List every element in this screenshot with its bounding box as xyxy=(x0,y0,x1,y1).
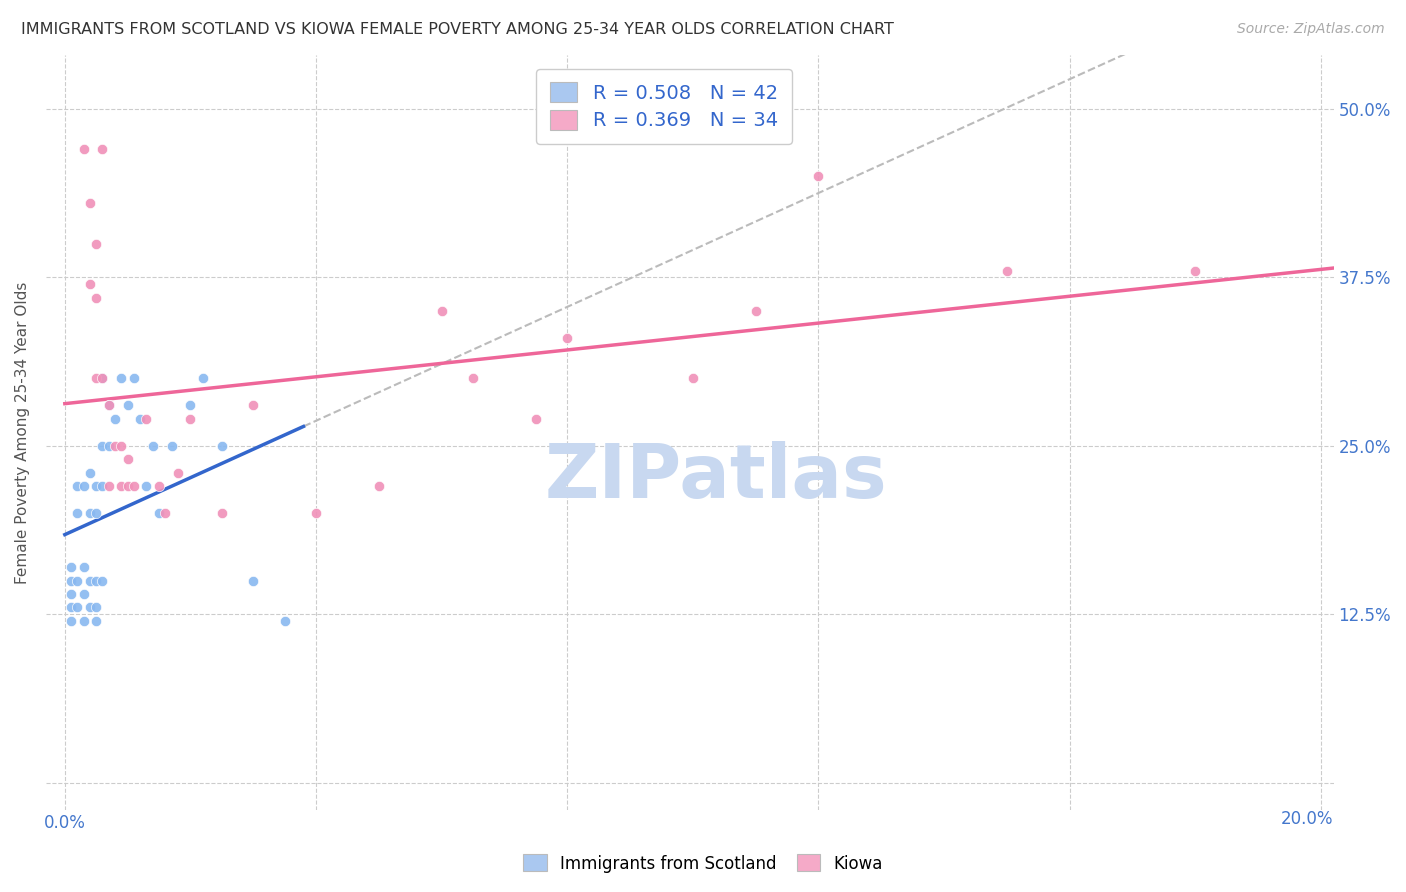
Point xyxy=(84,479,107,493)
Point xyxy=(79,600,101,615)
Point xyxy=(60,587,83,601)
Point xyxy=(97,479,120,493)
Point xyxy=(104,412,127,426)
Point xyxy=(79,506,101,520)
Point xyxy=(79,196,101,211)
Point xyxy=(72,479,94,493)
Text: ZIPatlas: ZIPatlas xyxy=(544,442,887,514)
Point xyxy=(142,439,165,453)
Point xyxy=(84,614,107,628)
Point xyxy=(110,371,132,385)
Point xyxy=(179,412,201,426)
Text: IMMIGRANTS FROM SCOTLAND VS KIOWA FEMALE POVERTY AMONG 25-34 YEAR OLDS CORRELATI: IMMIGRANTS FROM SCOTLAND VS KIOWA FEMALE… xyxy=(21,22,894,37)
Point xyxy=(104,439,127,453)
Point xyxy=(66,600,89,615)
Point xyxy=(97,398,120,412)
Point xyxy=(84,291,107,305)
Point xyxy=(60,600,83,615)
Point xyxy=(91,479,114,493)
Point xyxy=(79,466,101,480)
Point xyxy=(122,371,145,385)
Point xyxy=(72,614,94,628)
Point xyxy=(682,371,704,385)
Legend: Immigrants from Scotland, Kiowa: Immigrants from Scotland, Kiowa xyxy=(517,847,889,880)
Point xyxy=(135,479,157,493)
Point xyxy=(167,466,190,480)
Point xyxy=(72,587,94,601)
Point xyxy=(66,506,89,520)
Point xyxy=(91,439,114,453)
Point xyxy=(91,371,114,385)
Point xyxy=(160,439,183,453)
Y-axis label: Female Poverty Among 25-34 Year Olds: Female Poverty Among 25-34 Year Olds xyxy=(15,281,30,583)
Point xyxy=(191,371,214,385)
Point xyxy=(122,479,145,493)
Point xyxy=(129,412,152,426)
Point xyxy=(148,506,170,520)
Point xyxy=(84,574,107,588)
Point xyxy=(461,371,484,385)
Point xyxy=(242,574,264,588)
Point xyxy=(79,574,101,588)
Point xyxy=(84,600,107,615)
Point xyxy=(60,560,83,574)
Point xyxy=(79,277,101,292)
Point xyxy=(117,479,139,493)
Point xyxy=(155,506,177,520)
Point xyxy=(66,479,89,493)
Point xyxy=(211,439,233,453)
Point xyxy=(117,452,139,467)
Point xyxy=(744,304,766,318)
Text: Source: ZipAtlas.com: Source: ZipAtlas.com xyxy=(1237,22,1385,37)
Point xyxy=(995,263,1018,277)
Point xyxy=(555,331,578,345)
Point xyxy=(97,439,120,453)
Point xyxy=(117,398,139,412)
Point xyxy=(148,479,170,493)
Point xyxy=(97,398,120,412)
Point xyxy=(807,169,830,184)
Point xyxy=(110,479,132,493)
Point xyxy=(135,412,157,426)
Point xyxy=(273,614,295,628)
Text: 20.0%: 20.0% xyxy=(1281,810,1333,828)
Point xyxy=(305,506,328,520)
Point xyxy=(72,560,94,574)
Point xyxy=(84,371,107,385)
Point xyxy=(367,479,389,493)
Point xyxy=(84,236,107,251)
Point xyxy=(430,304,453,318)
Point xyxy=(211,506,233,520)
Point xyxy=(91,371,114,385)
Point xyxy=(60,614,83,628)
Point xyxy=(60,574,83,588)
Legend: R = 0.508   N = 42, R = 0.369   N = 34: R = 0.508 N = 42, R = 0.369 N = 34 xyxy=(537,69,792,144)
Point xyxy=(91,143,114,157)
Point xyxy=(72,143,94,157)
Point xyxy=(91,574,114,588)
Point xyxy=(242,398,264,412)
Point xyxy=(524,412,547,426)
Point xyxy=(1184,263,1206,277)
Point xyxy=(84,506,107,520)
Point xyxy=(66,574,89,588)
Point xyxy=(110,439,132,453)
Point xyxy=(179,398,201,412)
